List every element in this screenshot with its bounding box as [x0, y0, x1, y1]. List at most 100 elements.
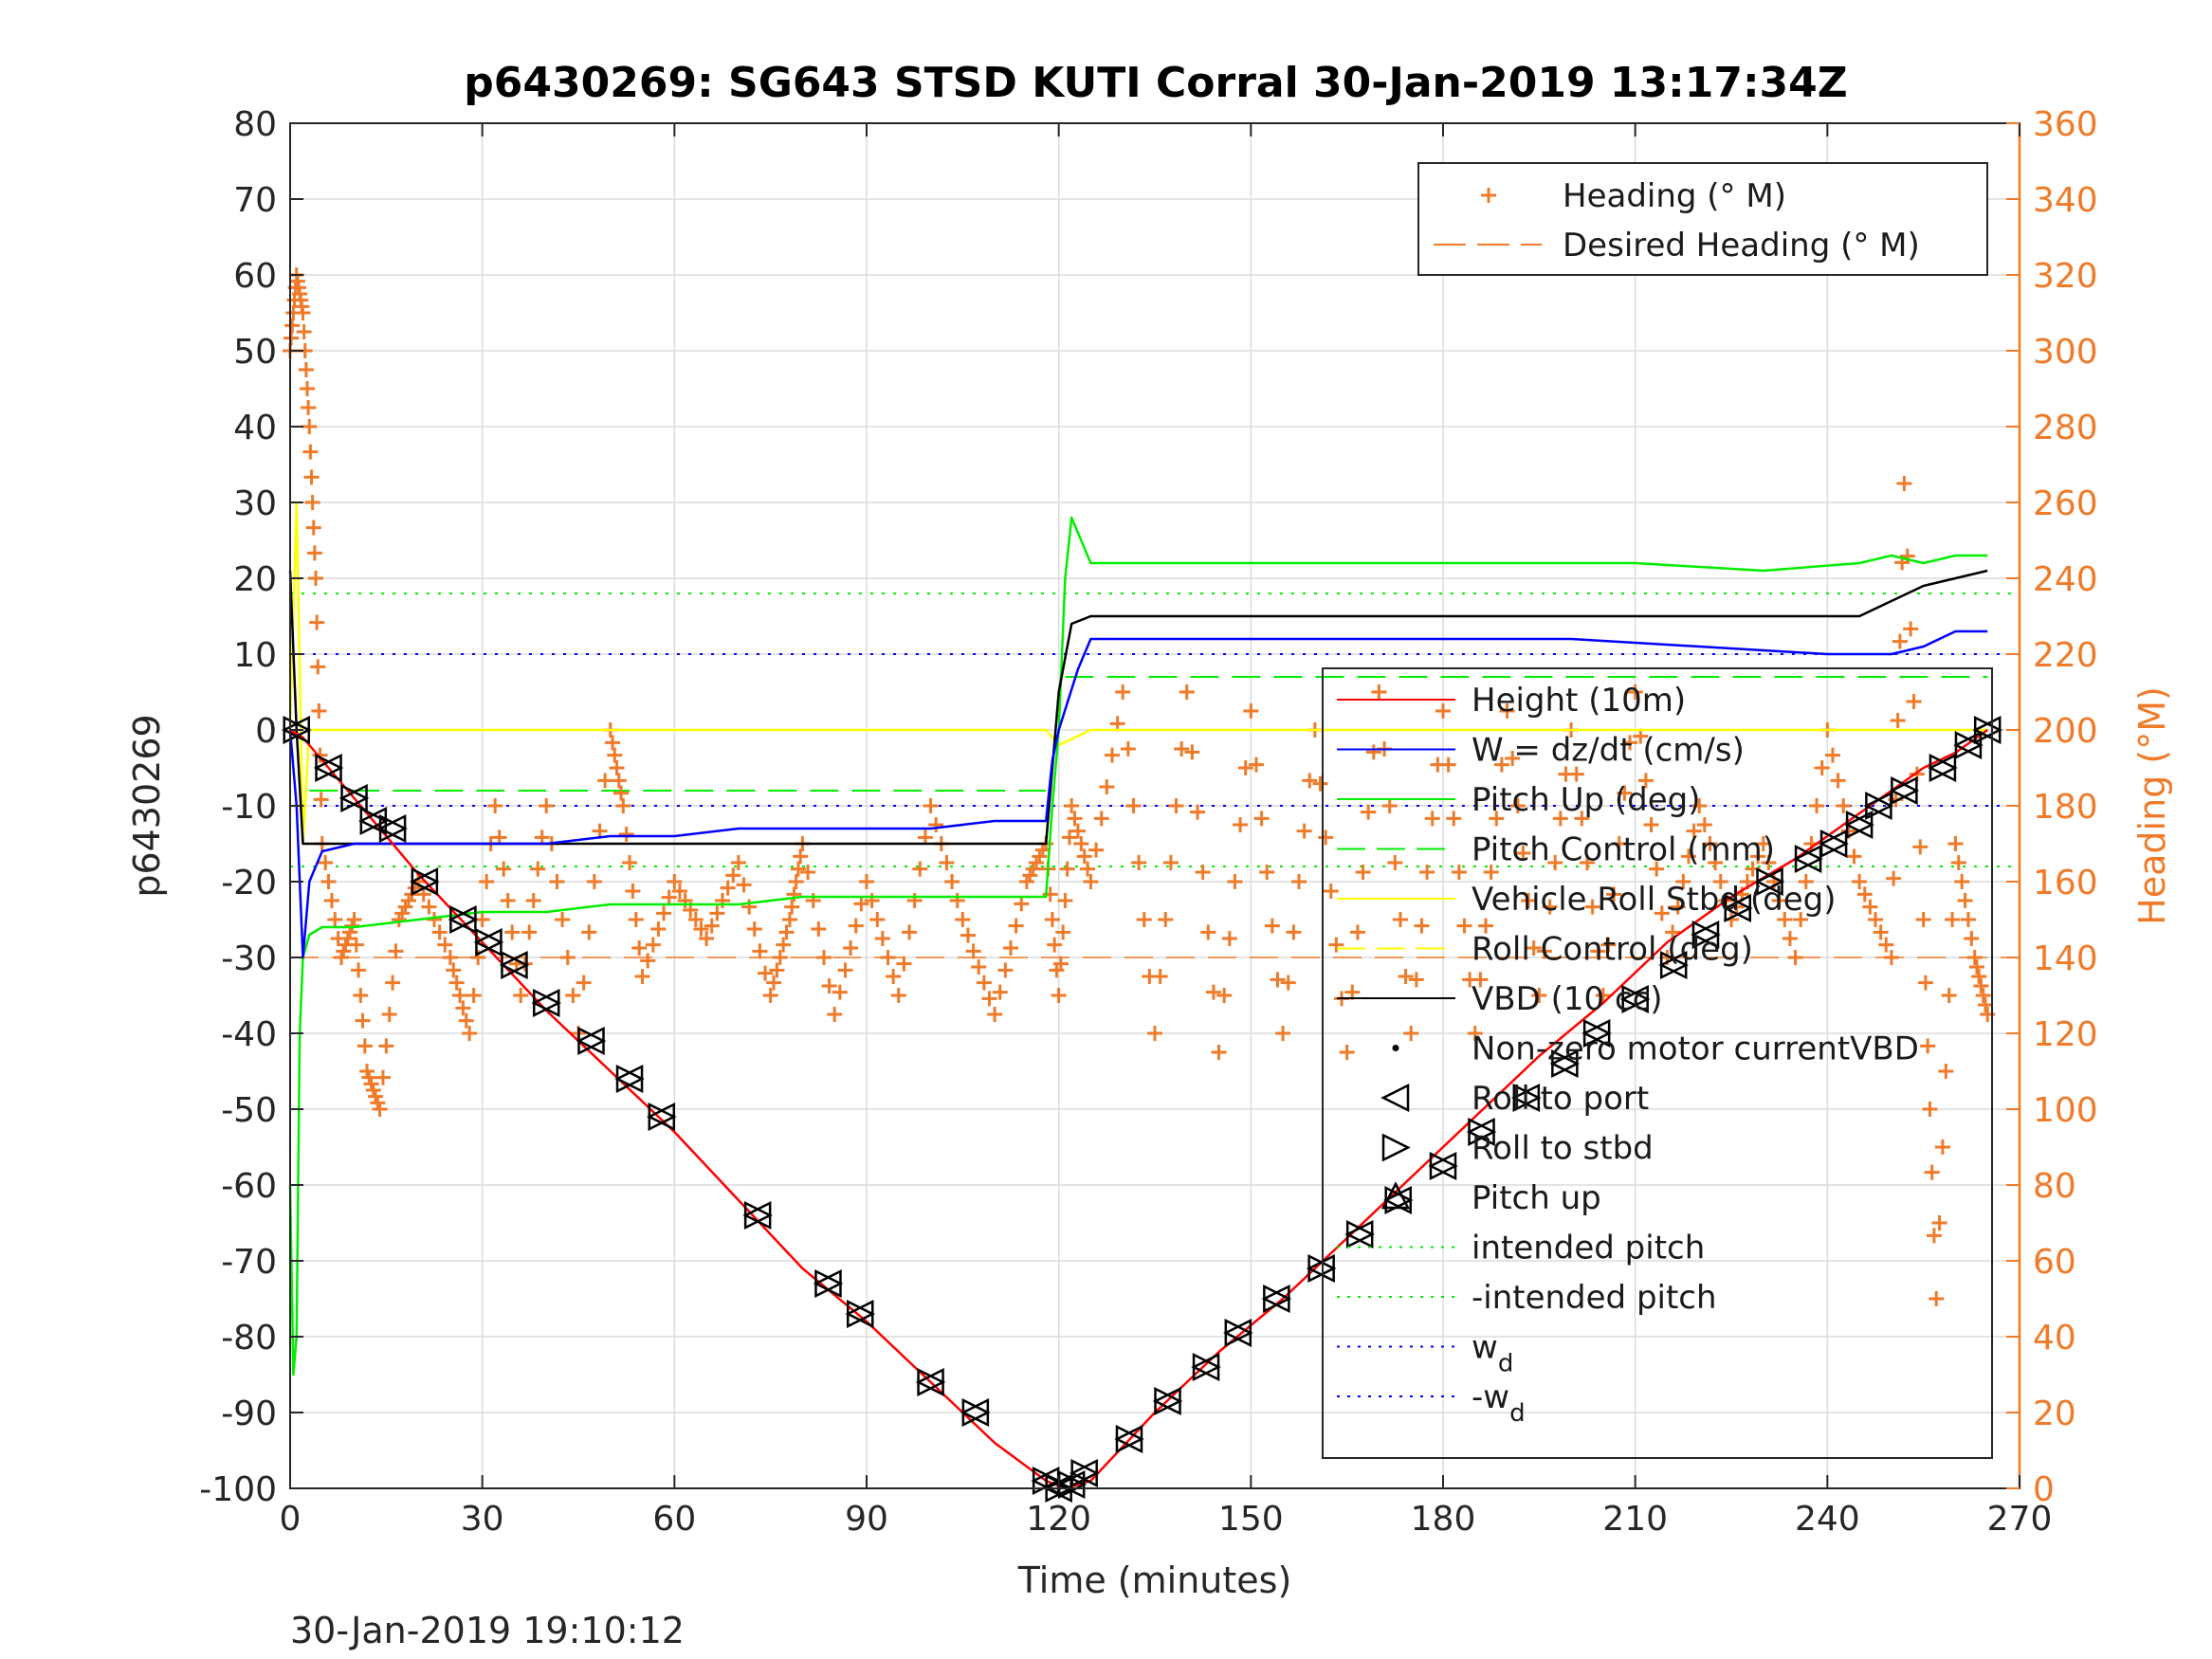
- roll-to-stbd-marker: [1512, 1083, 1542, 1113]
- heading-point: [981, 991, 997, 1007]
- heading-point: [305, 520, 321, 536]
- heading-point: [784, 899, 800, 915]
- heading-point: [1531, 988, 1547, 1003]
- heading-point: [1328, 937, 1344, 953]
- heading-point: [487, 798, 503, 813]
- heading-point: [704, 918, 720, 934]
- y-axis-left-ticks: 80 70 60 50 40 30 20 10 0 -10 -20 -30 -40 -50 -60 -70 -8…: [199, 105, 303, 1509]
- heading-point: [462, 1026, 478, 1041]
- heading-point: [667, 874, 683, 889]
- roll-to-stbd-marker: [1724, 893, 1753, 923]
- y-left-tick-label: 70: [233, 181, 277, 220]
- y-right-tick-label: 320: [2033, 257, 2098, 296]
- heading-point: [372, 1102, 388, 1117]
- heading-point: [1275, 1026, 1291, 1041]
- heading-point: [992, 984, 1008, 1000]
- heading-point: [318, 855, 334, 870]
- heading-point: [295, 305, 311, 320]
- heading-point: [859, 874, 874, 889]
- roll-to-stbd-marker: [1468, 1117, 1497, 1147]
- roll-to-stbd-marker: [1954, 730, 1983, 760]
- heading-point: [559, 950, 576, 965]
- x-tick-label: 120: [1026, 1500, 1091, 1539]
- y-left-tick-label: -80: [221, 1319, 277, 1358]
- heading-point: [1793, 912, 1809, 927]
- heading-point: [1954, 874, 1970, 889]
- heading-point: [960, 927, 976, 943]
- roll-to-stbd-marker: [475, 927, 504, 957]
- heading-point: [618, 827, 634, 842]
- heading-series: [283, 267, 1996, 1306]
- heading-point: [1846, 848, 1862, 865]
- heading-point: [625, 884, 641, 899]
- heading-point: [736, 877, 752, 893]
- heading-point: [1622, 735, 1638, 751]
- heading-point: [1712, 874, 1728, 889]
- x-tick-label: 210: [1602, 1500, 1668, 1539]
- roll-to-stbd-marker: [1345, 1219, 1375, 1249]
- heading-point: [1302, 773, 1318, 789]
- y-left-tick-label: -30: [221, 939, 277, 978]
- roll-to-stbd-marker: [532, 988, 562, 1018]
- heading-point: [656, 905, 672, 921]
- heading-point: [923, 798, 939, 813]
- heading-point: [1125, 798, 1142, 813]
- heading-point: [622, 855, 638, 870]
- heading-point: [800, 865, 816, 880]
- legend-swatch-dot: [1392, 1045, 1399, 1051]
- heading-point: [1595, 988, 1611, 1003]
- heading-point: [1264, 918, 1280, 934]
- heading-point: [1237, 760, 1253, 775]
- heading-point: [1003, 940, 1018, 956]
- data-series: [288, 501, 1988, 1490]
- series-pitch-up-deg: [288, 516, 1988, 1376]
- y-left-tick-label: -10: [221, 788, 277, 827]
- heading-point: [1957, 893, 1973, 908]
- heading-point: [1633, 728, 1649, 744]
- heading-point: [628, 912, 644, 927]
- heading-point: [1280, 975, 1296, 991]
- heading-point: [1323, 884, 1339, 899]
- heading-point: [452, 988, 468, 1003]
- heading-point: [762, 988, 778, 1003]
- heading-point: [1467, 1026, 1483, 1041]
- heading-point: [709, 905, 725, 921]
- heading-point: [1856, 886, 1873, 902]
- heading-point: [1408, 972, 1424, 988]
- heading-point: [772, 950, 788, 965]
- heading-point: [1787, 950, 1803, 965]
- heading-point: [1088, 842, 1105, 858]
- heading-point: [549, 874, 565, 889]
- heading-point: [1938, 1064, 1954, 1079]
- legend-label-subscript: d: [1509, 1399, 1526, 1428]
- heading-point: [308, 571, 324, 586]
- heading-point: [1120, 741, 1136, 757]
- y-left-tick-label: 50: [233, 333, 277, 372]
- heading-point: [671, 884, 687, 899]
- heading-point: [1798, 874, 1814, 889]
- heading-point: [843, 940, 859, 956]
- legend-swatch-tri-left: [1380, 1083, 1410, 1113]
- heading-point: [1286, 924, 1302, 940]
- heading-point: [906, 893, 923, 908]
- heading-point: [1446, 811, 1462, 827]
- heading-point: [1941, 988, 1957, 1003]
- heading-point: [356, 1038, 373, 1054]
- heading-point: [1945, 912, 1961, 927]
- roll-to-stbd-marker: [615, 1064, 645, 1094]
- heading-point: [1349, 924, 1365, 940]
- heading-point: [1896, 476, 1912, 491]
- legend-label: VBD (10 cc): [1472, 980, 1663, 1018]
- legend-label: Height (10m): [1472, 682, 1686, 720]
- heading-point: [1924, 1164, 1940, 1180]
- heading-point: [758, 965, 774, 981]
- y-right-tick-label: 140: [2033, 939, 2098, 978]
- y-right-tick-label: 260: [2033, 484, 2098, 523]
- heading-point: [1067, 811, 1083, 827]
- heading-point: [1174, 741, 1190, 757]
- heading-point: [1483, 865, 1499, 880]
- y-axis-left-label: p6430269: [126, 714, 168, 897]
- heading-point: [1922, 1102, 1938, 1117]
- heading-point: [1414, 918, 1430, 934]
- heading-point: [1424, 811, 1440, 827]
